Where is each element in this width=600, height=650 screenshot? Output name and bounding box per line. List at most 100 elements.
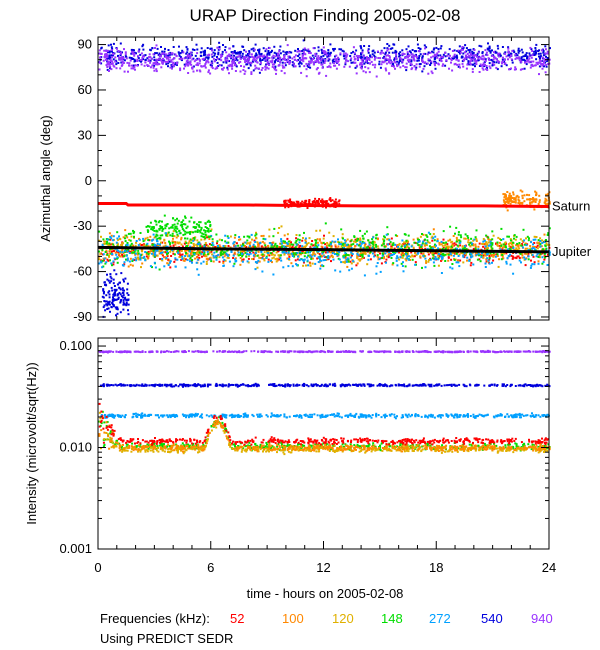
azimuth-point-940 bbox=[266, 61, 269, 63]
azimuth-point-148 bbox=[186, 245, 188, 247]
azimuth-point-940 bbox=[121, 56, 124, 59]
azimuth-point-52 bbox=[427, 253, 430, 256]
azimuth-point-540 bbox=[457, 51, 460, 54]
azimuth-point-148 bbox=[543, 252, 546, 255]
azimuth-point-272 bbox=[434, 255, 437, 258]
azimuth-point-148 bbox=[469, 253, 472, 256]
azimuth-point-272 bbox=[529, 266, 532, 269]
azimuth-point-540 bbox=[185, 46, 188, 49]
azimuth-point-940 bbox=[478, 71, 481, 73]
azimuth-point-100 bbox=[422, 252, 425, 255]
azimuth-point-940 bbox=[197, 64, 200, 67]
azimuth-point-540 bbox=[222, 44, 224, 46]
azimuth-point-540 bbox=[417, 57, 420, 60]
azimuth-point-540 bbox=[522, 55, 525, 58]
azimuth-point-540 bbox=[379, 66, 382, 69]
azimuth-point-148 bbox=[386, 233, 389, 236]
azimuth-point-940 bbox=[109, 60, 112, 62]
azimuth-point-540 bbox=[421, 55, 424, 58]
azimuth-point-120 bbox=[149, 249, 152, 252]
azimuth-point-148 bbox=[272, 246, 275, 249]
azimuth-point-120 bbox=[160, 241, 162, 244]
azimuth-point-272 bbox=[249, 252, 252, 255]
azimuth-point-940 bbox=[108, 70, 110, 72]
azimuth-point-540 bbox=[489, 50, 492, 53]
azimuth-point-52 bbox=[312, 244, 315, 247]
azimuth-point-52 bbox=[198, 256, 201, 259]
azimuth-point-940 bbox=[195, 63, 198, 66]
azimuth-point-940 bbox=[459, 51, 462, 54]
azimuth-point-540 bbox=[273, 61, 276, 63]
azimuth-point-940 bbox=[411, 53, 413, 56]
azimuth-point-940 bbox=[216, 57, 219, 60]
azimuth-point-272 bbox=[458, 248, 461, 251]
azimuth-point-272 bbox=[281, 251, 284, 254]
azimuth-point-940 bbox=[213, 60, 216, 63]
azimuth-point-120 bbox=[496, 244, 499, 247]
azimuth-point-540 bbox=[360, 47, 363, 50]
azimuth-point-940 bbox=[386, 49, 389, 52]
azimuth-point-540 bbox=[461, 47, 464, 50]
azimuth-point-940 bbox=[388, 58, 391, 61]
azimuth-point-100 bbox=[357, 258, 360, 261]
azimuth-point-940 bbox=[260, 69, 263, 71]
azimuth-point-540 bbox=[549, 47, 551, 50]
azimuth-point-272 bbox=[437, 258, 439, 261]
azimuth-point-540 bbox=[488, 45, 491, 48]
azimuth-point-940 bbox=[278, 64, 281, 67]
azimuth-cluster-point-2 bbox=[173, 223, 176, 226]
azimuth-point-540 bbox=[271, 49, 273, 52]
azimuth-point-148 bbox=[294, 253, 297, 256]
azimuth-cluster-point-3 bbox=[106, 308, 109, 310]
azimuth-point-540 bbox=[361, 56, 364, 59]
azimuth-point-272 bbox=[455, 247, 458, 250]
azimuth-point-540 bbox=[157, 59, 160, 61]
azimuth-point-148 bbox=[420, 245, 423, 248]
azimuth-point-272 bbox=[417, 241, 420, 243]
azimuth-cluster-point-1 bbox=[507, 201, 510, 204]
azimuth-point-148 bbox=[394, 234, 397, 237]
azimuth-point-540 bbox=[248, 52, 251, 55]
azimuth-point-120 bbox=[248, 254, 251, 257]
azimuth-point-100 bbox=[186, 252, 189, 255]
azimuth-point-540 bbox=[299, 61, 302, 64]
azimuth-point-940 bbox=[459, 66, 461, 69]
azimuth-point-940 bbox=[453, 63, 456, 66]
azimuth-point-540 bbox=[264, 50, 267, 53]
azimuth-point-148 bbox=[441, 247, 444, 250]
azimuth-point-120 bbox=[137, 258, 140, 261]
azimuth-point-120 bbox=[499, 238, 501, 240]
azimuth-point-540 bbox=[500, 65, 503, 68]
azimuth-point-540 bbox=[334, 55, 336, 58]
azimuth-point-100 bbox=[359, 237, 362, 240]
azimuth-cluster-point-0 bbox=[305, 202, 308, 205]
azimuth-point-148 bbox=[254, 245, 256, 248]
azimuth-point-52 bbox=[112, 263, 115, 266]
azimuth-point-940 bbox=[215, 66, 218, 69]
azimuth-point-272 bbox=[499, 248, 502, 251]
azimuth-point-272 bbox=[360, 242, 363, 245]
azimuth-point-100 bbox=[529, 245, 532, 247]
azimuth-point-120 bbox=[329, 251, 332, 254]
azimuth-point-148 bbox=[324, 222, 327, 225]
azimuth-point-52 bbox=[380, 262, 383, 265]
azimuth-point-148 bbox=[98, 250, 100, 253]
azimuth-point-100 bbox=[175, 236, 178, 239]
azimuth-cluster-point-2 bbox=[181, 223, 183, 226]
azimuth-point-940 bbox=[256, 56, 259, 59]
azimuth-point-120 bbox=[109, 252, 112, 255]
azimuth-point-940 bbox=[426, 62, 429, 65]
azimuth-point-52 bbox=[227, 245, 230, 247]
azimuth-point-540 bbox=[130, 48, 133, 51]
azimuth-point-148 bbox=[341, 246, 344, 249]
azimuth-cluster-point-3 bbox=[102, 292, 105, 295]
azimuth-point-100 bbox=[206, 249, 209, 252]
azimuth-cluster-point-2 bbox=[178, 230, 181, 232]
azimuth-point-52 bbox=[547, 253, 549, 256]
azimuth-point-540 bbox=[368, 45, 371, 48]
azimuth-point-940 bbox=[219, 56, 222, 59]
azimuth-point-148 bbox=[310, 243, 313, 246]
azimuth-point-272 bbox=[176, 258, 179, 261]
azimuth-point-100 bbox=[289, 244, 292, 247]
azimuth-point-540 bbox=[322, 59, 325, 62]
